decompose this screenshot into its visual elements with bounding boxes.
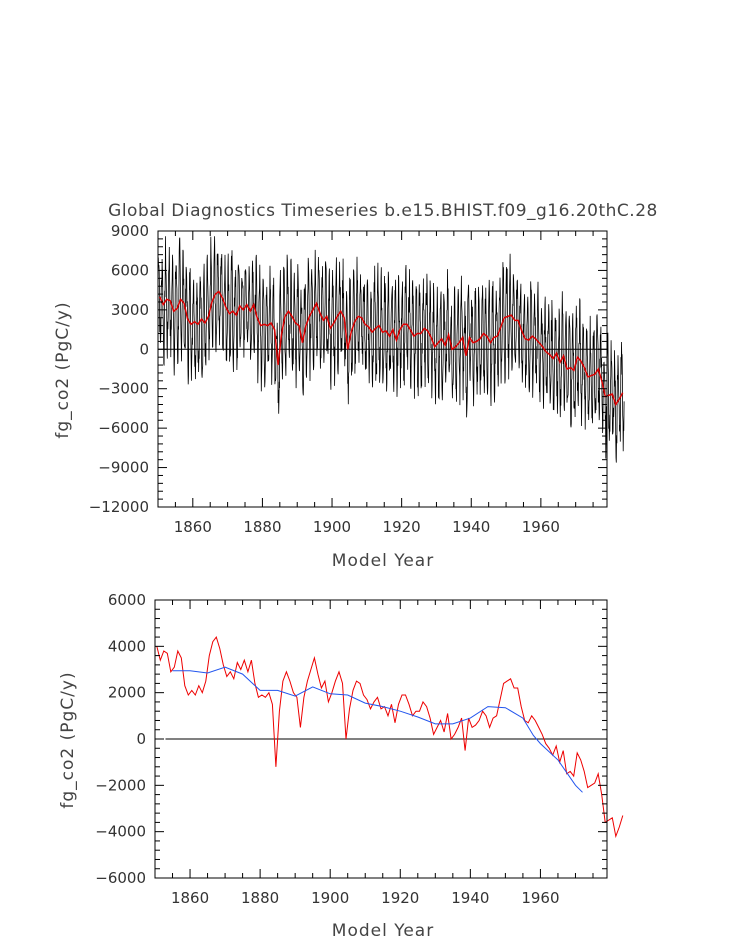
y-tick-label: −4000 [95,823,146,841]
bottom-panel: 1860 1880 1900 1920 1940 1960 6000 4000 2000 0 −20… [58,591,624,941]
y-tick-label: −12000 [89,498,149,516]
y-tick-label: −9000 [98,459,149,477]
y-tick-label: −2000 [95,776,146,794]
series-monthly-line [157,236,625,463]
bottom-y-axis-title: fg_co2 (PgC/y) [58,671,78,808]
top-plot-area [157,236,625,463]
y-tick-label: −3000 [98,380,149,398]
top-axis-ticks: 1860 1880 1900 1920 1940 1960 9000 6000 3000 0 −30… [89,222,607,536]
top-x-axis-title: Model Year [332,551,434,571]
series-annual-mean-line [156,636,624,839]
x-tick-label: 1920 [383,518,421,536]
chart-title: Global Diagnostics Timeseries b.e15.BHIS… [108,201,658,221]
x-tick-label: 1900 [313,518,351,536]
x-tick-label: 1860 [171,889,209,907]
x-tick-label: 1880 [243,518,281,536]
y-tick-label: 0 [136,730,146,748]
y-tick-label: 6000 [111,261,149,279]
y-tick-label: 2000 [108,684,146,702]
x-tick-label: 1860 [174,518,212,536]
x-tick-label: 1900 [311,889,349,907]
top-y-axis-title: fg_co2 (PgC/y) [53,301,73,438]
x-tick-label: 1880 [241,889,279,907]
y-tick-label: 4000 [108,637,146,655]
y-tick-label: −6000 [95,869,146,887]
y-tick-label: 9000 [111,222,149,240]
y-tick-label: −6000 [98,419,149,437]
y-tick-label: 3000 [111,301,149,319]
x-tick-label: 1960 [522,518,560,536]
y-tick-label: 6000 [108,591,146,609]
x-tick-label: 1940 [452,518,490,536]
bottom-x-axis-title: Model Year [332,921,434,941]
x-tick-label: 1960 [521,889,559,907]
series-smoothed-trend-line [172,666,583,793]
top-panel: Global Diagnostics Timeseries b.e15.BHIS… [53,201,658,571]
x-tick-label: 1940 [451,889,489,907]
bottom-axis-ticks: 1860 1880 1900 1920 1940 1960 6000 4000 2000 0 −20… [95,591,607,907]
bottom-plot-area [156,636,624,839]
top-plot-frame [157,230,608,508]
y-tick-label: 0 [139,340,149,358]
series-annual-mean-line-top [159,290,624,407]
x-tick-label: 1920 [381,889,419,907]
